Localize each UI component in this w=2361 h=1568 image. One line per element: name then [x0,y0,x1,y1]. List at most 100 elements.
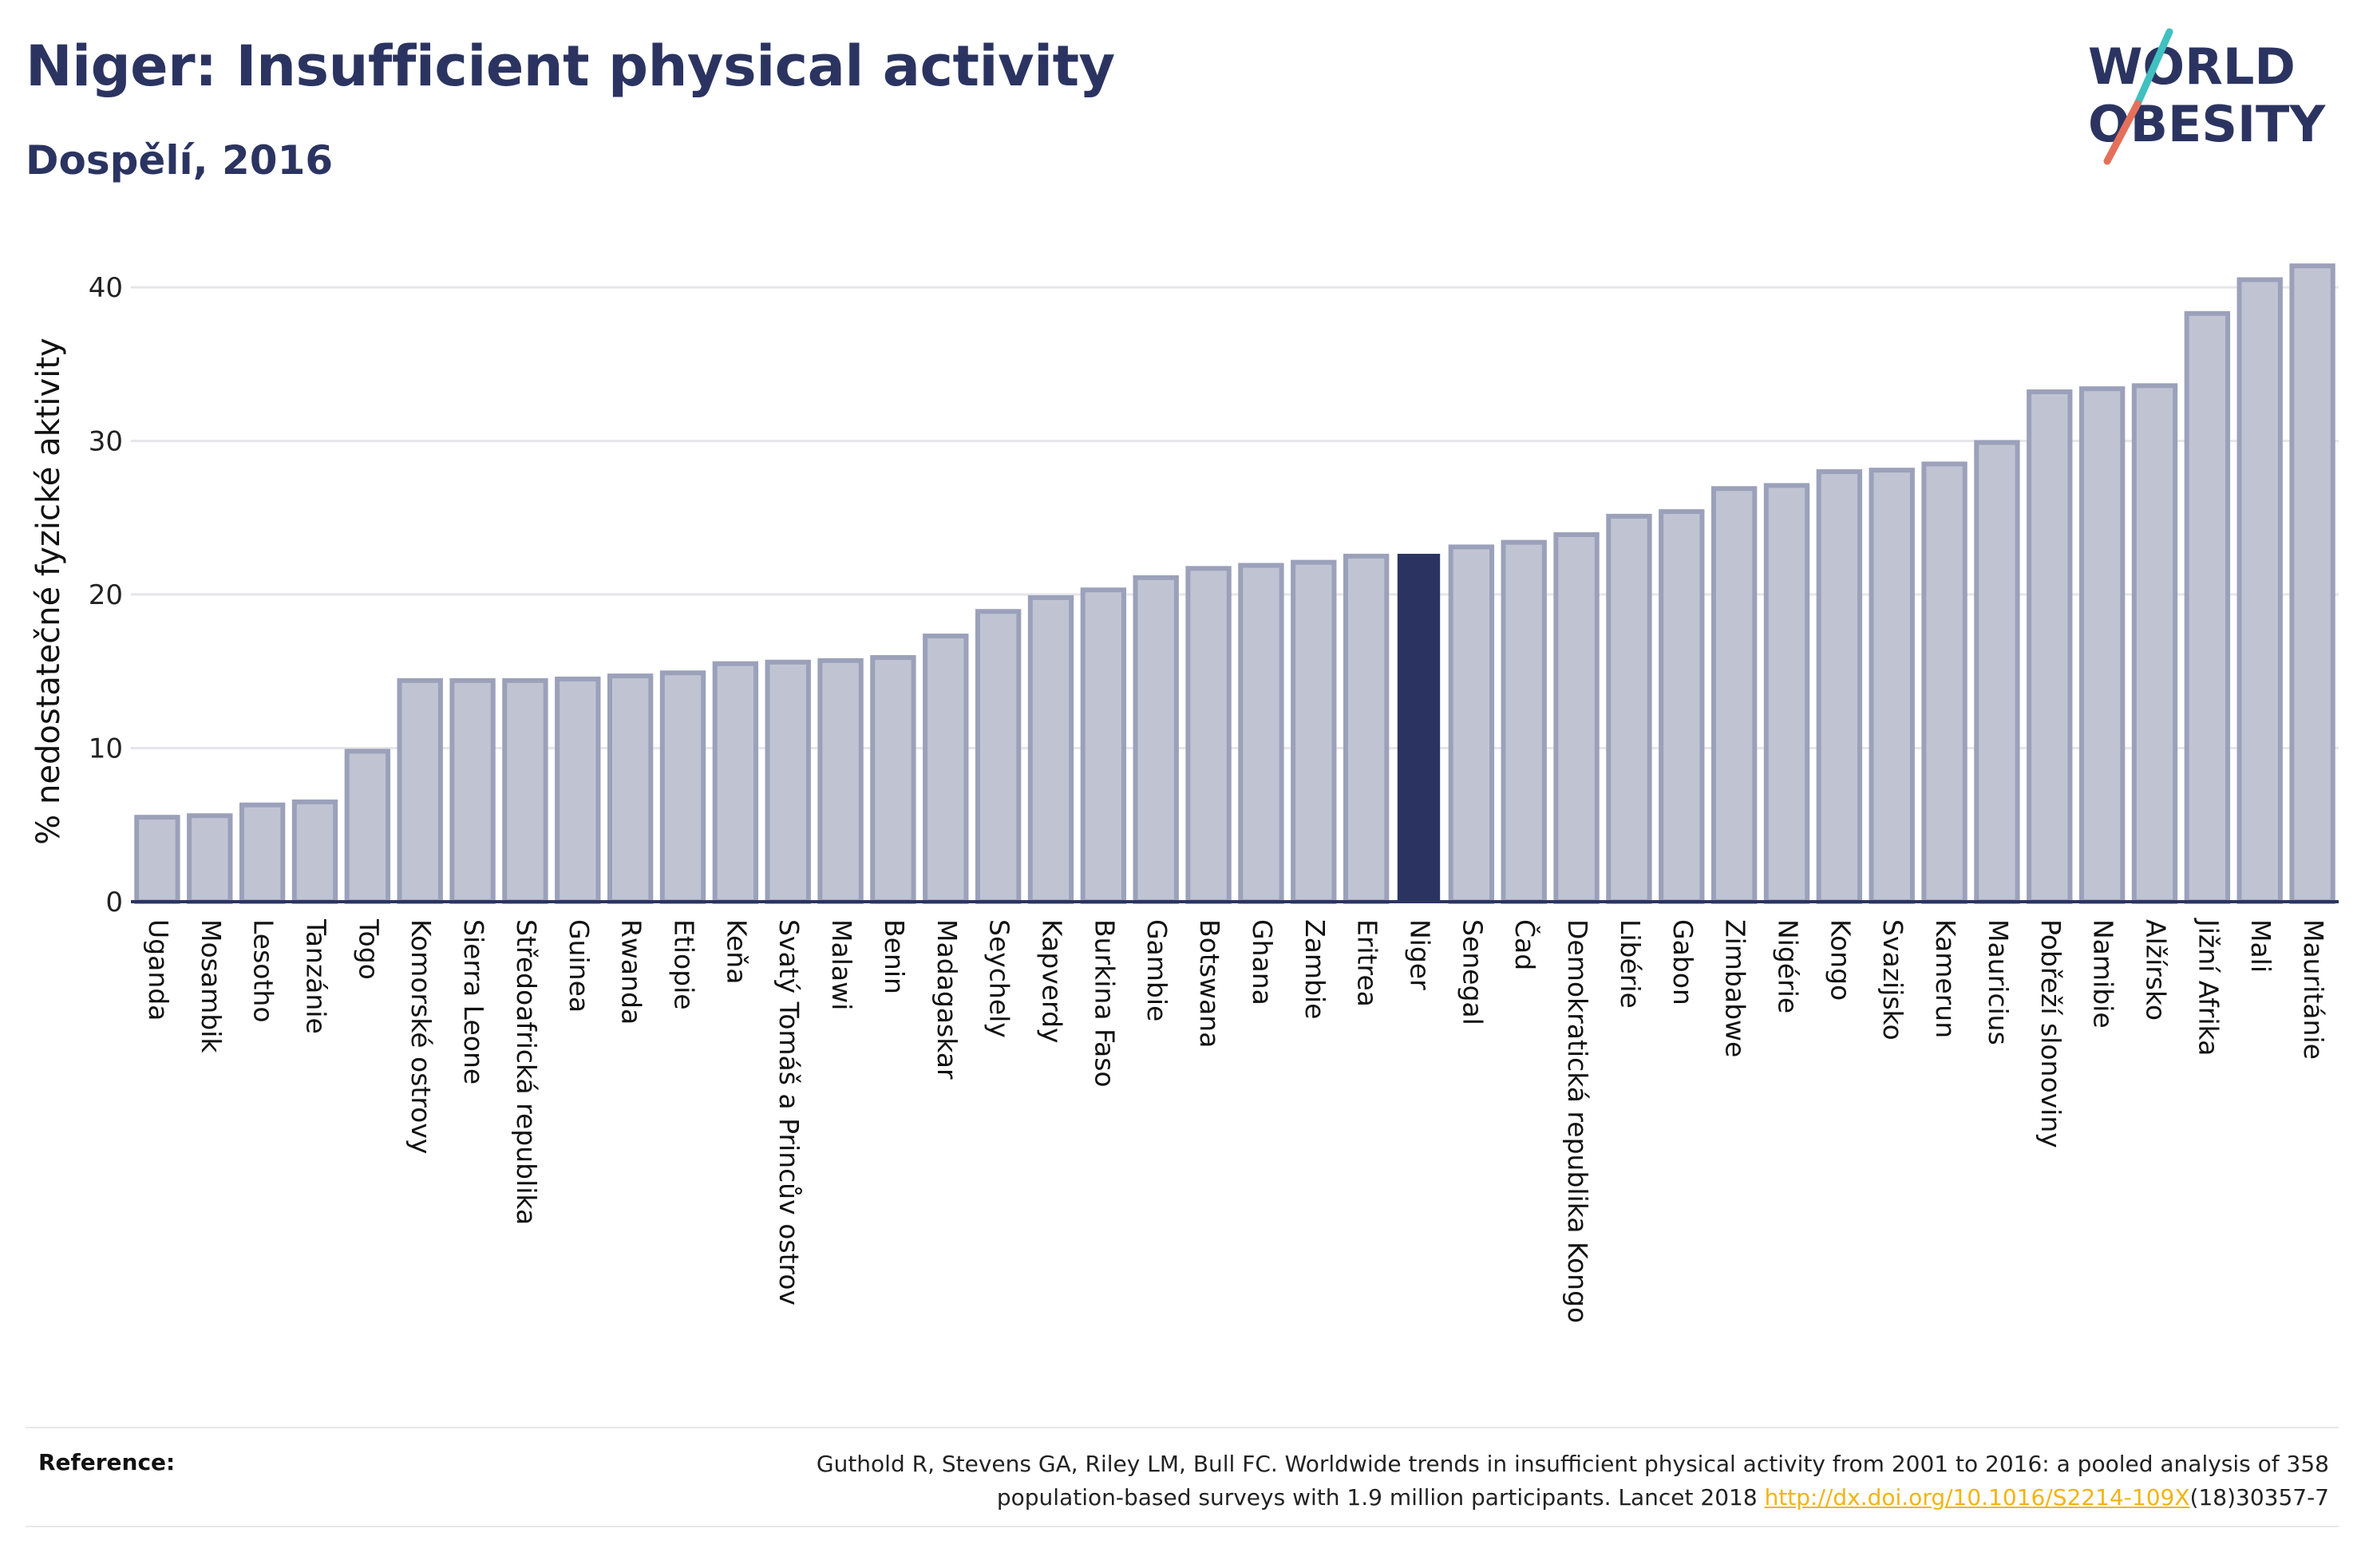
bar [1763,483,1810,904]
bar [1343,553,1390,904]
x-tick-label: Eritrea [1352,919,1383,1007]
x-tick-label: Gambie [1141,919,1173,1021]
bar [1553,531,1600,904]
bar [1448,544,1495,904]
y-axis-title: % nedostatečné fyzické aktivity [30,338,67,844]
bar [2184,310,2231,904]
x-tick-label: Mauritánie [2298,919,2329,1060]
bars [134,263,2335,905]
bar [239,802,286,904]
bar [1027,594,1074,905]
x-tick-label: Pobřeží slonoviny [2035,919,2066,1148]
x-tick-label: Zimbabwe [1720,919,1751,1057]
bar [1816,469,1863,904]
bar [1659,509,1705,904]
bar [1238,563,1284,905]
x-tick-label: Čad [1509,919,1541,970]
bar [291,799,338,904]
bar [1185,566,1232,904]
footer-divider-top [26,1427,2339,1428]
x-tick-label: Kongo [1825,919,1856,1001]
y-tick-label: 30 [89,426,123,458]
x-tick-label: Gabon [1667,919,1699,1005]
bar [1501,539,1547,904]
chart-title: Niger: Insufficient physical activity [26,34,1115,99]
x-tick-label: Seychely [984,919,1015,1038]
bar [1133,575,1179,905]
bar [1291,559,1337,904]
x-tick-label: Kamerun [1930,919,1961,1038]
x-tick-label: Kapverdy [1037,919,1068,1044]
reference-label: Reference: [38,1449,176,1475]
bar [1869,468,1915,904]
bar [344,748,391,905]
bar [975,609,1022,904]
x-tick-label: Rwanda [616,919,647,1025]
x-tick-label: Lesotho [248,919,279,1023]
x-tick-label: Ghana [1247,919,1278,1005]
reference-text: Guthold R, Stevens GA, Riley LM, Bull FC… [493,1448,2329,1515]
x-tick-label: Libérie [1615,919,1646,1009]
bar [817,658,864,904]
bar-highlight [1397,554,1441,902]
bar [659,670,706,904]
reference-line2-suffix: (18)30357-7 [2189,1484,2329,1511]
x-tick-label: Svatý Tomáš a Princův ostrov [773,919,805,1305]
x-tick-label: Svazijsko [1877,919,1908,1041]
reference-doi-link[interactable]: http://dx.doi.org/10.1016/S2214-109X [1764,1484,2190,1511]
x-tick-label: Namibie [2088,919,2119,1029]
reference-line1: Guthold R, Stevens GA, Riley LM, Bull FC… [816,1451,2329,1477]
x-tick-label: Demokratická republika Kongo [1562,919,1593,1323]
x-tick-label: Togo [353,918,384,980]
x-tick-label: Zambie [1299,919,1331,1019]
x-tick-label: Mali [2245,919,2276,973]
bar [712,661,759,904]
x-tick-label: Niger [1405,919,1436,990]
world-obesity-logo: WORLD OBESITY [2088,28,2326,165]
bar [1606,513,1652,904]
x-tick-label: Středoafrická republika [511,919,542,1225]
x-tick-label: Etiopie [669,919,700,1010]
bar [1080,587,1127,905]
x-tick-label: Uganda [143,919,174,1021]
x-tick-label: Malawi [826,919,857,1010]
x-tick-label: Keňa [721,919,752,984]
x-tick-label: Guinea [564,919,595,1013]
x-tick-label: Jižní Afrika [2193,918,2224,1056]
bar [397,677,443,904]
bar-chart: 0 10 20 30 40 Uganda Mosambik Lesotho Tanzánie T… [30,263,2339,1323]
bar [1710,486,1758,904]
bar [187,813,233,905]
bar [449,677,496,904]
bar [1921,461,1968,904]
x-tick-label: Mosambik [196,919,227,1053]
gridlines [131,286,2339,750]
bar [2078,386,2126,904]
bar [2289,263,2335,904]
bar [765,659,811,905]
y-tick-label: 20 [89,579,123,611]
y-tick-label: 40 [89,272,123,304]
bar [2236,277,2283,904]
bar [607,673,654,904]
x-tick-label: Madagaskar [931,919,963,1080]
chart-subtitle: Dospělí, 2016 [26,137,334,184]
y-tick-label: 10 [89,733,123,765]
x-tick-label: Burkina Faso [1089,919,1120,1088]
x-tick-label: Sierra Leone [458,919,489,1084]
x-tick-label: Senegal [1457,919,1488,1025]
bar [555,676,601,905]
bar [134,815,180,905]
x-tick-label: Mauricius [1983,919,2014,1045]
y-axis-ticks: 0 10 20 30 40 [89,272,123,918]
x-tick-label: Komorské ostrovy [405,919,437,1154]
x-tick-label: Alžírsko [2141,919,2172,1021]
x-tick-label: Tanzánie [301,918,332,1034]
x-tick-label: Botswana [1194,919,1225,1048]
logo-line1: WORLD [2088,38,2296,96]
x-tick-label: Benin [879,919,910,994]
bar [870,654,916,904]
x-axis-labels: Uganda Mosambik Lesotho Tanzánie Togo Komorsk… [143,918,2329,1323]
footer-divider-bottom [26,1526,2339,1527]
x-tick-label: Nigérie [1773,919,1804,1013]
